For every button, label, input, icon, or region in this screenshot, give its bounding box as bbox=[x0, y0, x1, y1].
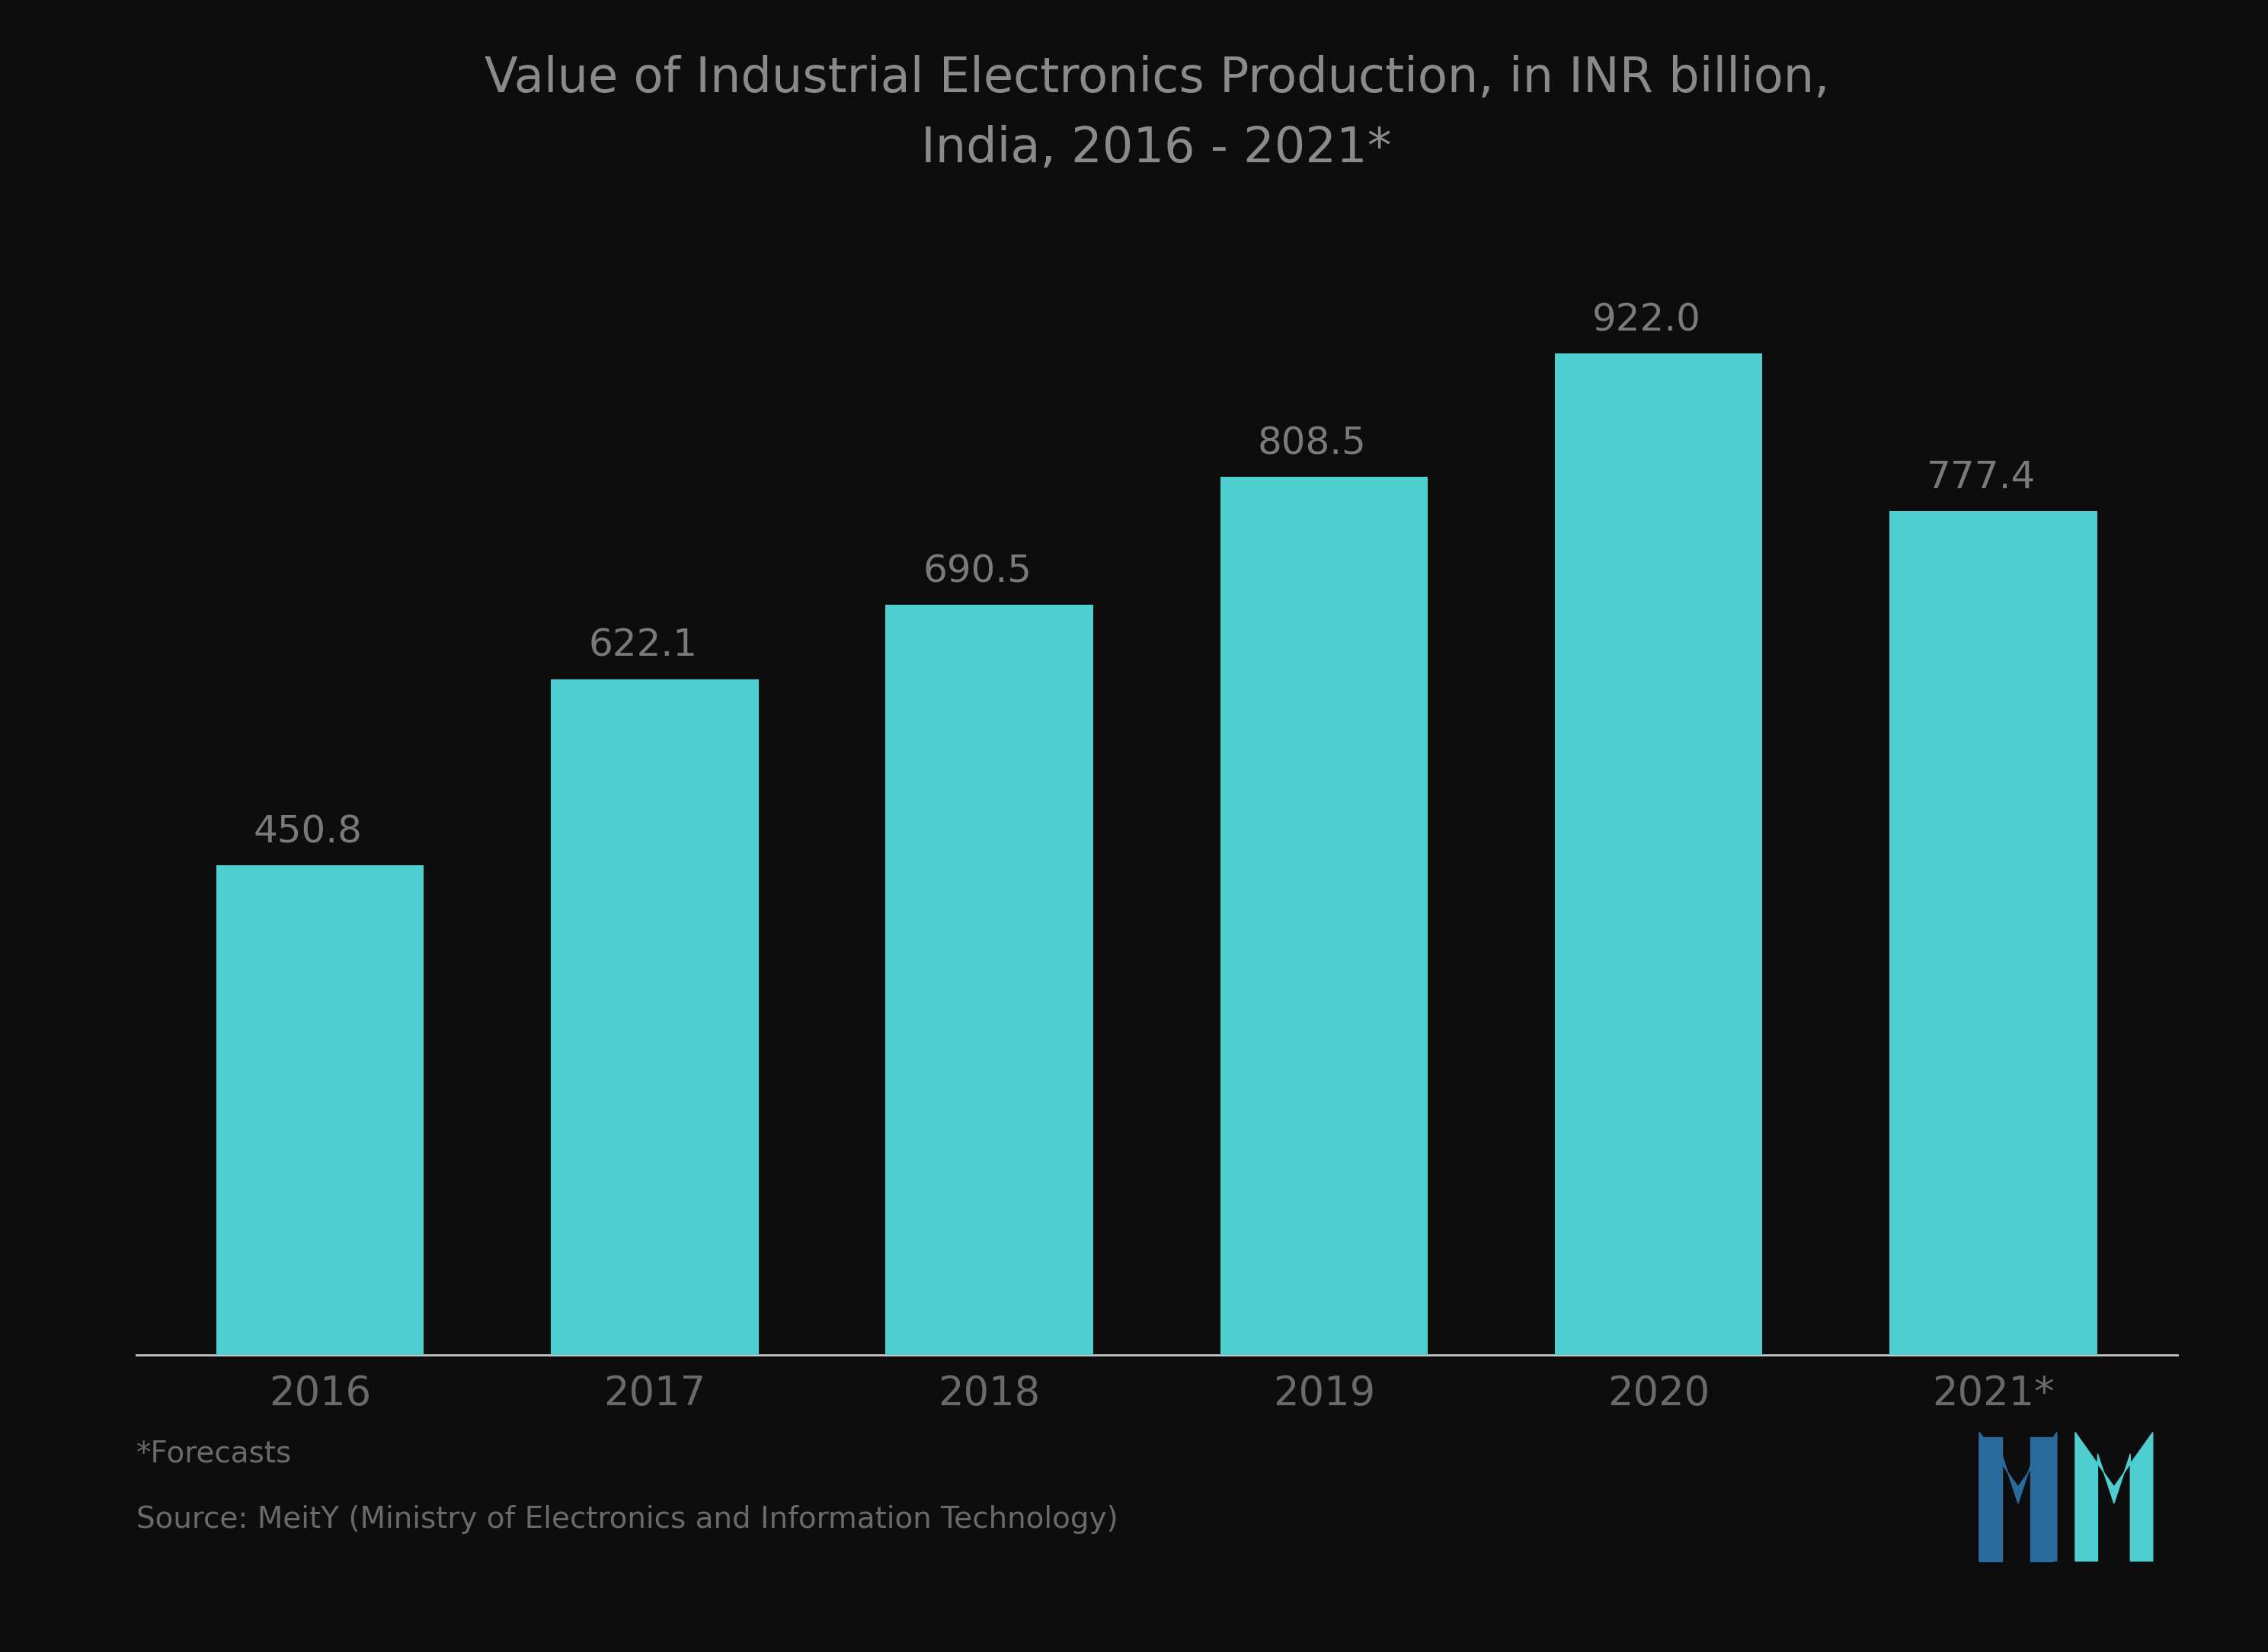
Text: 808.5: 808.5 bbox=[1256, 425, 1365, 461]
Bar bbox=[1980, 1437, 2003, 1561]
Bar bbox=[551, 679, 758, 1355]
Polygon shape bbox=[2075, 1432, 2152, 1561]
Text: Source: MeitY (Ministry of Electronics and Information Technology): Source: MeitY (Ministry of Electronics a… bbox=[136, 1505, 1118, 1535]
Bar bbox=[215, 866, 424, 1355]
Bar bbox=[1556, 354, 1762, 1355]
Bar bbox=[2030, 1437, 2053, 1561]
Text: 622.1: 622.1 bbox=[587, 628, 696, 664]
Title: Value of Industrial Electronics Production, in INR billion,
India, 2016 - 2021*: Value of Industrial Electronics Producti… bbox=[483, 55, 1830, 172]
Bar bbox=[1220, 477, 1429, 1355]
Text: 922.0: 922.0 bbox=[1592, 302, 1701, 339]
Text: 777.4: 777.4 bbox=[1928, 459, 2037, 496]
Text: 690.5: 690.5 bbox=[923, 553, 1032, 590]
Polygon shape bbox=[1980, 1432, 2057, 1561]
Bar bbox=[885, 605, 1093, 1355]
Text: 450.8: 450.8 bbox=[254, 813, 363, 851]
Bar bbox=[1889, 510, 2098, 1355]
Text: *Forecasts: *Forecasts bbox=[136, 1439, 293, 1469]
